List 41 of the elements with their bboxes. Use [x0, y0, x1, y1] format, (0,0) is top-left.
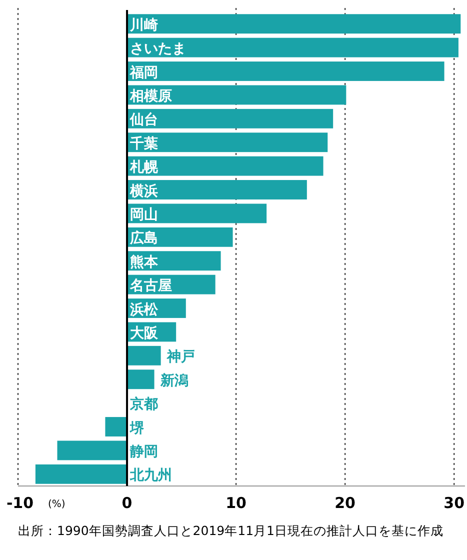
y-tick-label: 相模原 [129, 88, 172, 104]
x-tick-label: 0 [122, 494, 132, 512]
bar [127, 346, 161, 366]
y-tick-label: 千葉 [129, 134, 158, 152]
bar [127, 108, 334, 128]
bar [127, 14, 461, 34]
y-tick-label: 名古屋 [129, 278, 172, 294]
y-tick-label: 大阪 [130, 325, 160, 342]
y-tick-label: 仙台 [129, 112, 158, 128]
y-tick-label: 浜松 [129, 302, 160, 318]
y-tick-label: 広島 [129, 230, 158, 247]
y-tick-label: 横浜 [129, 183, 158, 200]
bar [35, 464, 128, 484]
y-tick-label: 福岡 [129, 64, 158, 81]
bar [127, 156, 324, 176]
text: 出所：1990年国勢調査人口と2019年11月1日現在の推計人口を基に作成 [18, 523, 444, 538]
y-tick-label: 新潟 [159, 372, 188, 389]
bar [127, 132, 328, 152]
bar [57, 440, 128, 460]
y-tick-label: 神戸 [166, 348, 195, 366]
bar [127, 85, 346, 105]
y-tick-label: さいたま [130, 41, 186, 58]
y-tick-label: 堺 [129, 420, 146, 436]
x-tick-label: 10 [226, 494, 246, 512]
y-tick-label: 京都 [129, 396, 158, 413]
x-tick-label: -10 [6, 494, 34, 512]
y-tick-label: 岡山 [130, 206, 158, 223]
bar [127, 38, 458, 58]
y-tick-label: 札幌 [129, 160, 160, 176]
y-tick-label: 静岡 [129, 444, 158, 460]
bar [127, 204, 267, 224]
x-tick-label: 20 [334, 494, 356, 512]
bar [127, 370, 154, 390]
x-axis-title: (%) [48, 499, 66, 510]
y-tick-label: 川崎 [129, 17, 158, 34]
x-tick-label: 30 [444, 494, 465, 512]
bar [105, 417, 128, 436]
y-tick-label: 熊本 [130, 253, 160, 270]
bar [127, 180, 307, 200]
y-tick-label: 北九州 [129, 468, 172, 484]
bar [127, 62, 444, 81]
